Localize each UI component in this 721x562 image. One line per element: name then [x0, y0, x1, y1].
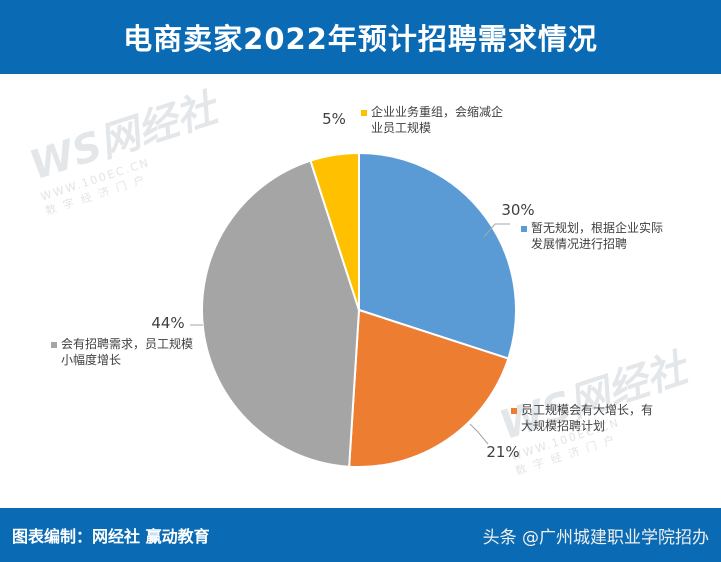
percent-label: 21% — [486, 443, 519, 461]
leader-line — [469, 423, 489, 445]
footer-credit: 图表编制：网经社 赢动教育 — [12, 527, 210, 546]
percent-label: 44% — [151, 314, 184, 332]
chart-title: 电商卖家2022年预计招聘需求情况 — [123, 22, 598, 56]
legend-marker — [361, 110, 367, 116]
pie-slice — [200, 159, 361, 468]
category-label: 会有招聘需求，员工规模 — [61, 336, 193, 351]
category-label: 暂无规划，根据企业实际 — [531, 220, 663, 235]
pie-slice — [309, 151, 360, 311]
category-label: 小幅度增长 — [61, 352, 121, 367]
footer-bar: 图表编制：网经社 赢动教育 头条 @广州城建职业学院招办 — [0, 508, 721, 562]
legend-marker — [521, 226, 527, 232]
category-label: 企业业务重组，会缩减企 — [371, 104, 503, 119]
header-bar: 电商卖家2022年预计招聘需求情况 — [0, 0, 721, 74]
category-label: 大规模招聘计划 — [521, 418, 605, 433]
divider — [0, 74, 721, 82]
leader-line — [483, 223, 510, 238]
category-label: 业员工规模 — [371, 120, 431, 135]
legend-marker — [51, 342, 57, 348]
pie-slice — [358, 151, 517, 360]
category-label: 员工规模会有大增长，有 — [521, 402, 653, 417]
percent-label: 30% — [501, 201, 534, 219]
footer-source: 头条 @广州城建职业学院招办 — [482, 528, 709, 548]
category-label: 发展情况进行招聘 — [531, 236, 627, 251]
percent-label: 5% — [322, 110, 346, 128]
pie-slice — [348, 308, 510, 468]
legend-marker — [511, 408, 517, 414]
chart-area: WS网经社 WWW.100EC.CN 数 字 经 济 门 户 WS网经社 WWW… — [0, 82, 721, 508]
